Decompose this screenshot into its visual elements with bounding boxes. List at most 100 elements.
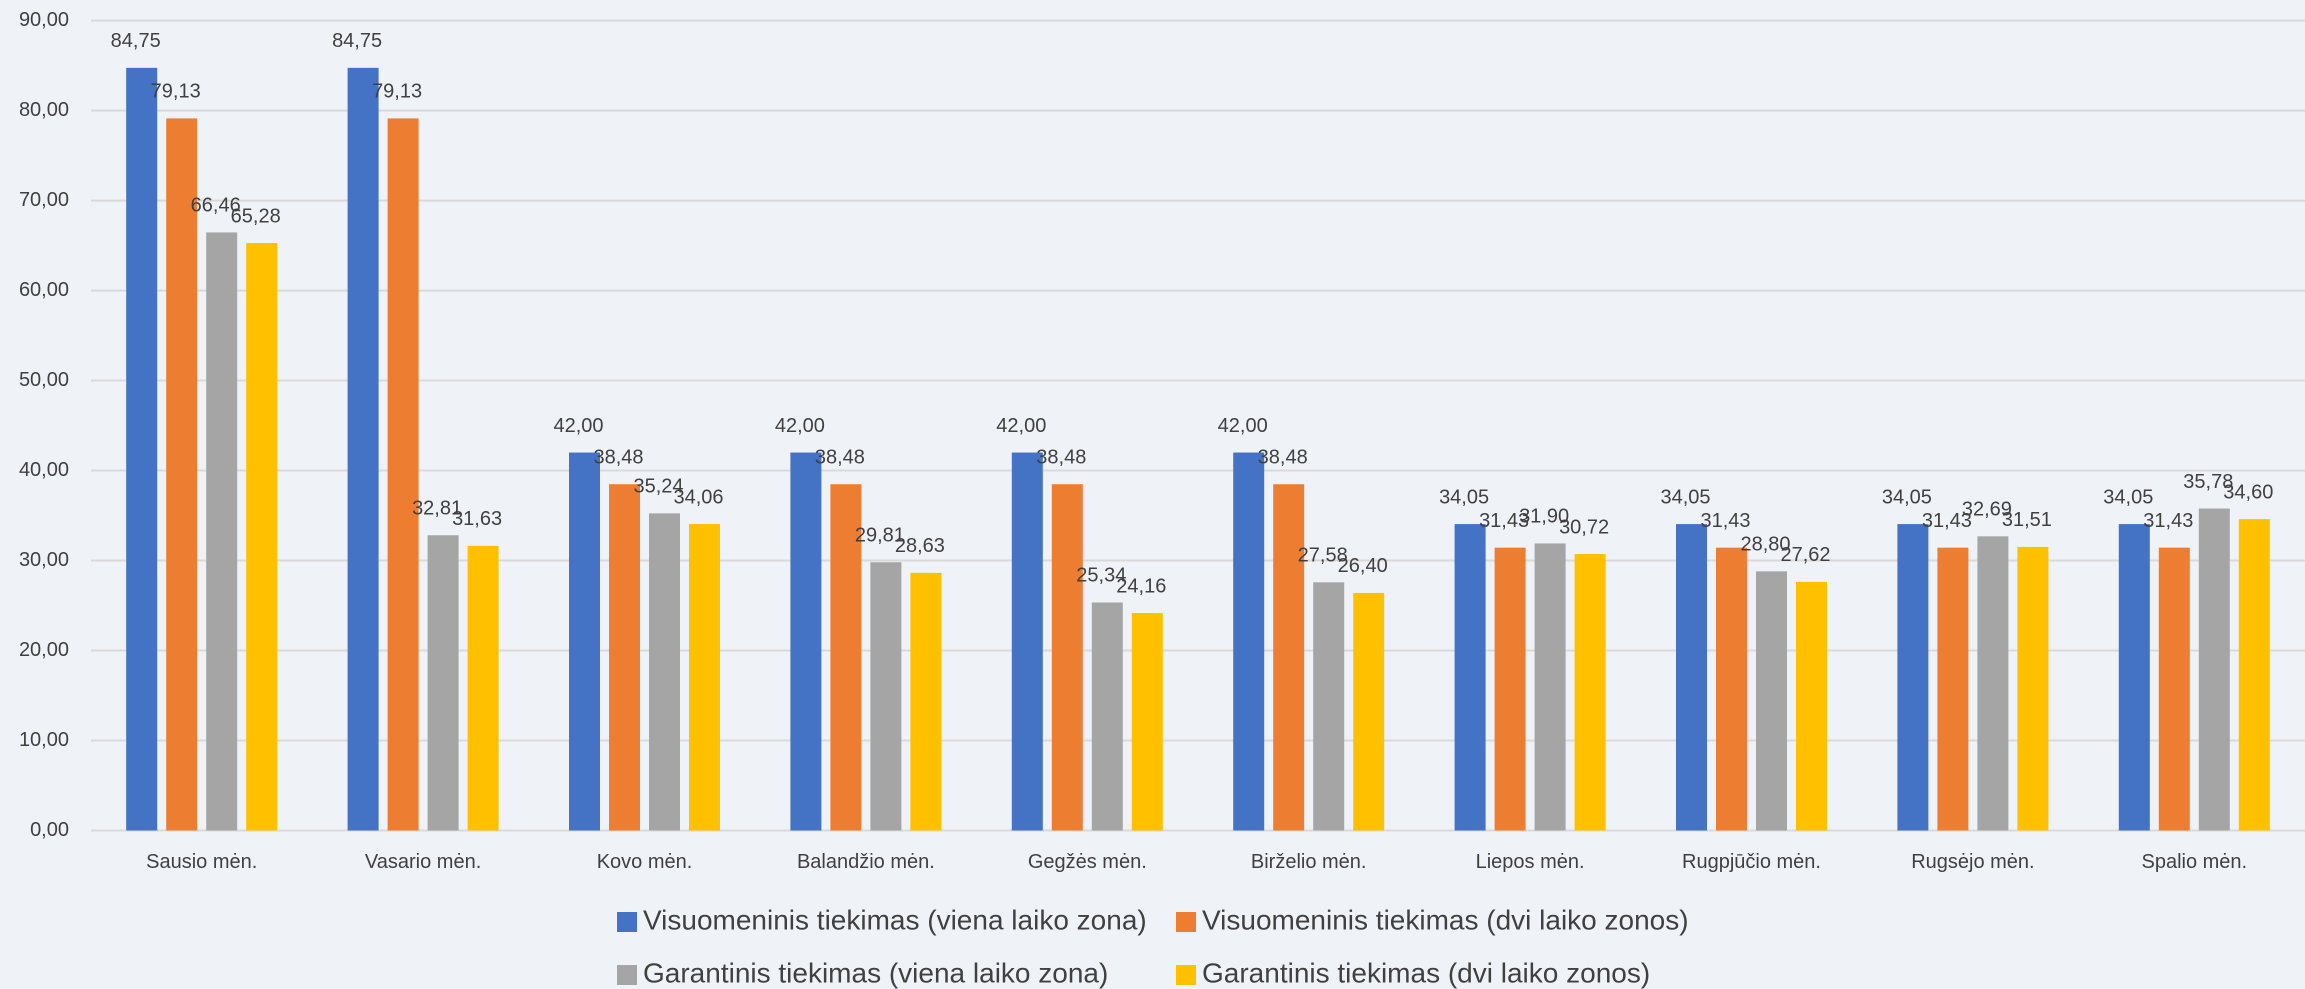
bar <box>2017 546 2049 831</box>
bar <box>1676 524 1707 831</box>
legend-swatch <box>1176 965 1196 985</box>
value-label: 31,43 <box>2143 510 2193 532</box>
bar <box>1273 484 1305 831</box>
value-label: 34,60 <box>2223 481 2273 503</box>
x-tick-label: Sausio mėn. <box>146 851 257 873</box>
value-label: 42,00 <box>553 415 603 437</box>
y-tick-label: 40,00 <box>19 459 69 481</box>
bar <box>870 562 902 831</box>
bar <box>609 484 640 831</box>
bar <box>790 452 822 831</box>
legend-swatch <box>617 912 637 932</box>
bar <box>1716 547 1747 831</box>
bar <box>1051 484 1083 831</box>
legend-label: Garantinis tiekimas (viena laiko zona) <box>643 957 1108 988</box>
value-label: 28,80 <box>1740 534 1790 556</box>
bar <box>1796 581 1827 831</box>
bar <box>1937 547 1969 831</box>
bar <box>649 513 680 831</box>
value-label: 42,00 <box>775 415 825 437</box>
value-label: 65,28 <box>231 205 281 227</box>
value-label: 38,48 <box>815 447 865 469</box>
value-label: 29,81 <box>855 525 905 547</box>
x-tick-label: Rugpjūčio mėn. <box>1682 851 1821 873</box>
value-label: 34,05 <box>1882 486 1932 508</box>
y-tick-label: 30,00 <box>19 549 69 571</box>
bar <box>166 118 198 831</box>
bar <box>206 232 238 831</box>
value-label: 35,78 <box>2183 471 2233 493</box>
x-tick-label: Birželio mėn. <box>1251 851 1367 873</box>
bar <box>2158 547 2190 831</box>
bar <box>1011 452 1043 831</box>
legend-label: Garantinis tiekimas (dvi laiko zonos) <box>1202 957 1650 988</box>
value-label: 24,16 <box>1116 575 1166 597</box>
legend-label: Visuomeninis tiekimas (dvi laiko zonos) <box>1202 904 1689 935</box>
bar <box>1454 524 1486 831</box>
value-label: 38,48 <box>1258 447 1308 469</box>
value-label: 84,75 <box>111 30 161 52</box>
x-tick-label: Rugsėjo mėn. <box>1911 851 2034 873</box>
value-label: 42,00 <box>996 415 1046 437</box>
value-label: 31,51 <box>2002 509 2052 531</box>
bar <box>1131 613 1163 831</box>
value-label: 34,05 <box>1660 486 1710 508</box>
value-label: 79,13 <box>372 81 422 103</box>
value-label: 79,13 <box>151 81 201 103</box>
bar <box>689 523 720 831</box>
bar <box>1494 547 1526 831</box>
value-label: 31,90 <box>1519 506 1569 528</box>
value-label: 31,43 <box>1700 510 1750 532</box>
bar <box>830 484 862 831</box>
bar <box>2198 508 2230 831</box>
y-tick-label: 10,00 <box>19 729 69 751</box>
y-tick-label: 0,00 <box>30 819 69 841</box>
value-label: 27,58 <box>1298 545 1348 567</box>
value-label: 31,43 <box>1479 510 1529 532</box>
x-tick-label: Gegžės mėn. <box>1028 851 1147 873</box>
bar <box>1353 592 1385 831</box>
value-label: 34,05 <box>1439 486 1489 508</box>
value-label: 27,62 <box>1780 544 1830 566</box>
value-label: 26,40 <box>1338 555 1388 577</box>
value-label: 30,72 <box>1559 516 1609 538</box>
bar <box>347 67 379 831</box>
y-tick-label: 90,00 <box>19 9 69 31</box>
bar <box>1091 602 1123 831</box>
value-label: 28,63 <box>895 535 945 557</box>
value-label: 66,46 <box>191 195 241 217</box>
y-tick-label: 20,00 <box>19 639 69 661</box>
value-label: 34,05 <box>2103 486 2153 508</box>
y-tick-label: 80,00 <box>19 99 69 121</box>
value-label: 31,43 <box>1922 510 1972 532</box>
bar <box>1897 524 1929 831</box>
value-label: 31,63 <box>452 508 502 530</box>
x-tick-label: Vasario mėn. <box>365 851 481 873</box>
bar <box>1534 543 1566 831</box>
x-tick-label: Liepos mėn. <box>1476 851 1585 873</box>
value-label: 34,06 <box>673 486 723 508</box>
value-label: 38,48 <box>593 447 643 469</box>
legend-label: Visuomeninis tiekimas (viena laiko zona) <box>643 904 1147 935</box>
bar <box>1574 554 1606 831</box>
bar <box>467 545 499 831</box>
bar <box>910 572 942 831</box>
x-tick-label: Balandžio mėn. <box>797 851 935 873</box>
value-label: 32,81 <box>412 498 462 520</box>
y-tick-label: 70,00 <box>19 189 69 211</box>
bar <box>387 118 419 831</box>
bar <box>126 67 158 831</box>
value-label: 35,24 <box>633 476 683 498</box>
value-label: 84,75 <box>332 30 382 52</box>
x-tick-label: Kovo mėn. <box>597 851 693 873</box>
bar <box>2118 524 2150 831</box>
bar <box>1756 571 1787 831</box>
bar <box>1233 452 1265 831</box>
bar <box>1313 582 1345 831</box>
bar <box>2238 519 2270 831</box>
value-label: 32,69 <box>1962 499 2012 521</box>
y-tick-label: 50,00 <box>19 369 69 391</box>
y-tick-label: 60,00 <box>19 279 69 301</box>
legend-swatch <box>617 965 637 985</box>
